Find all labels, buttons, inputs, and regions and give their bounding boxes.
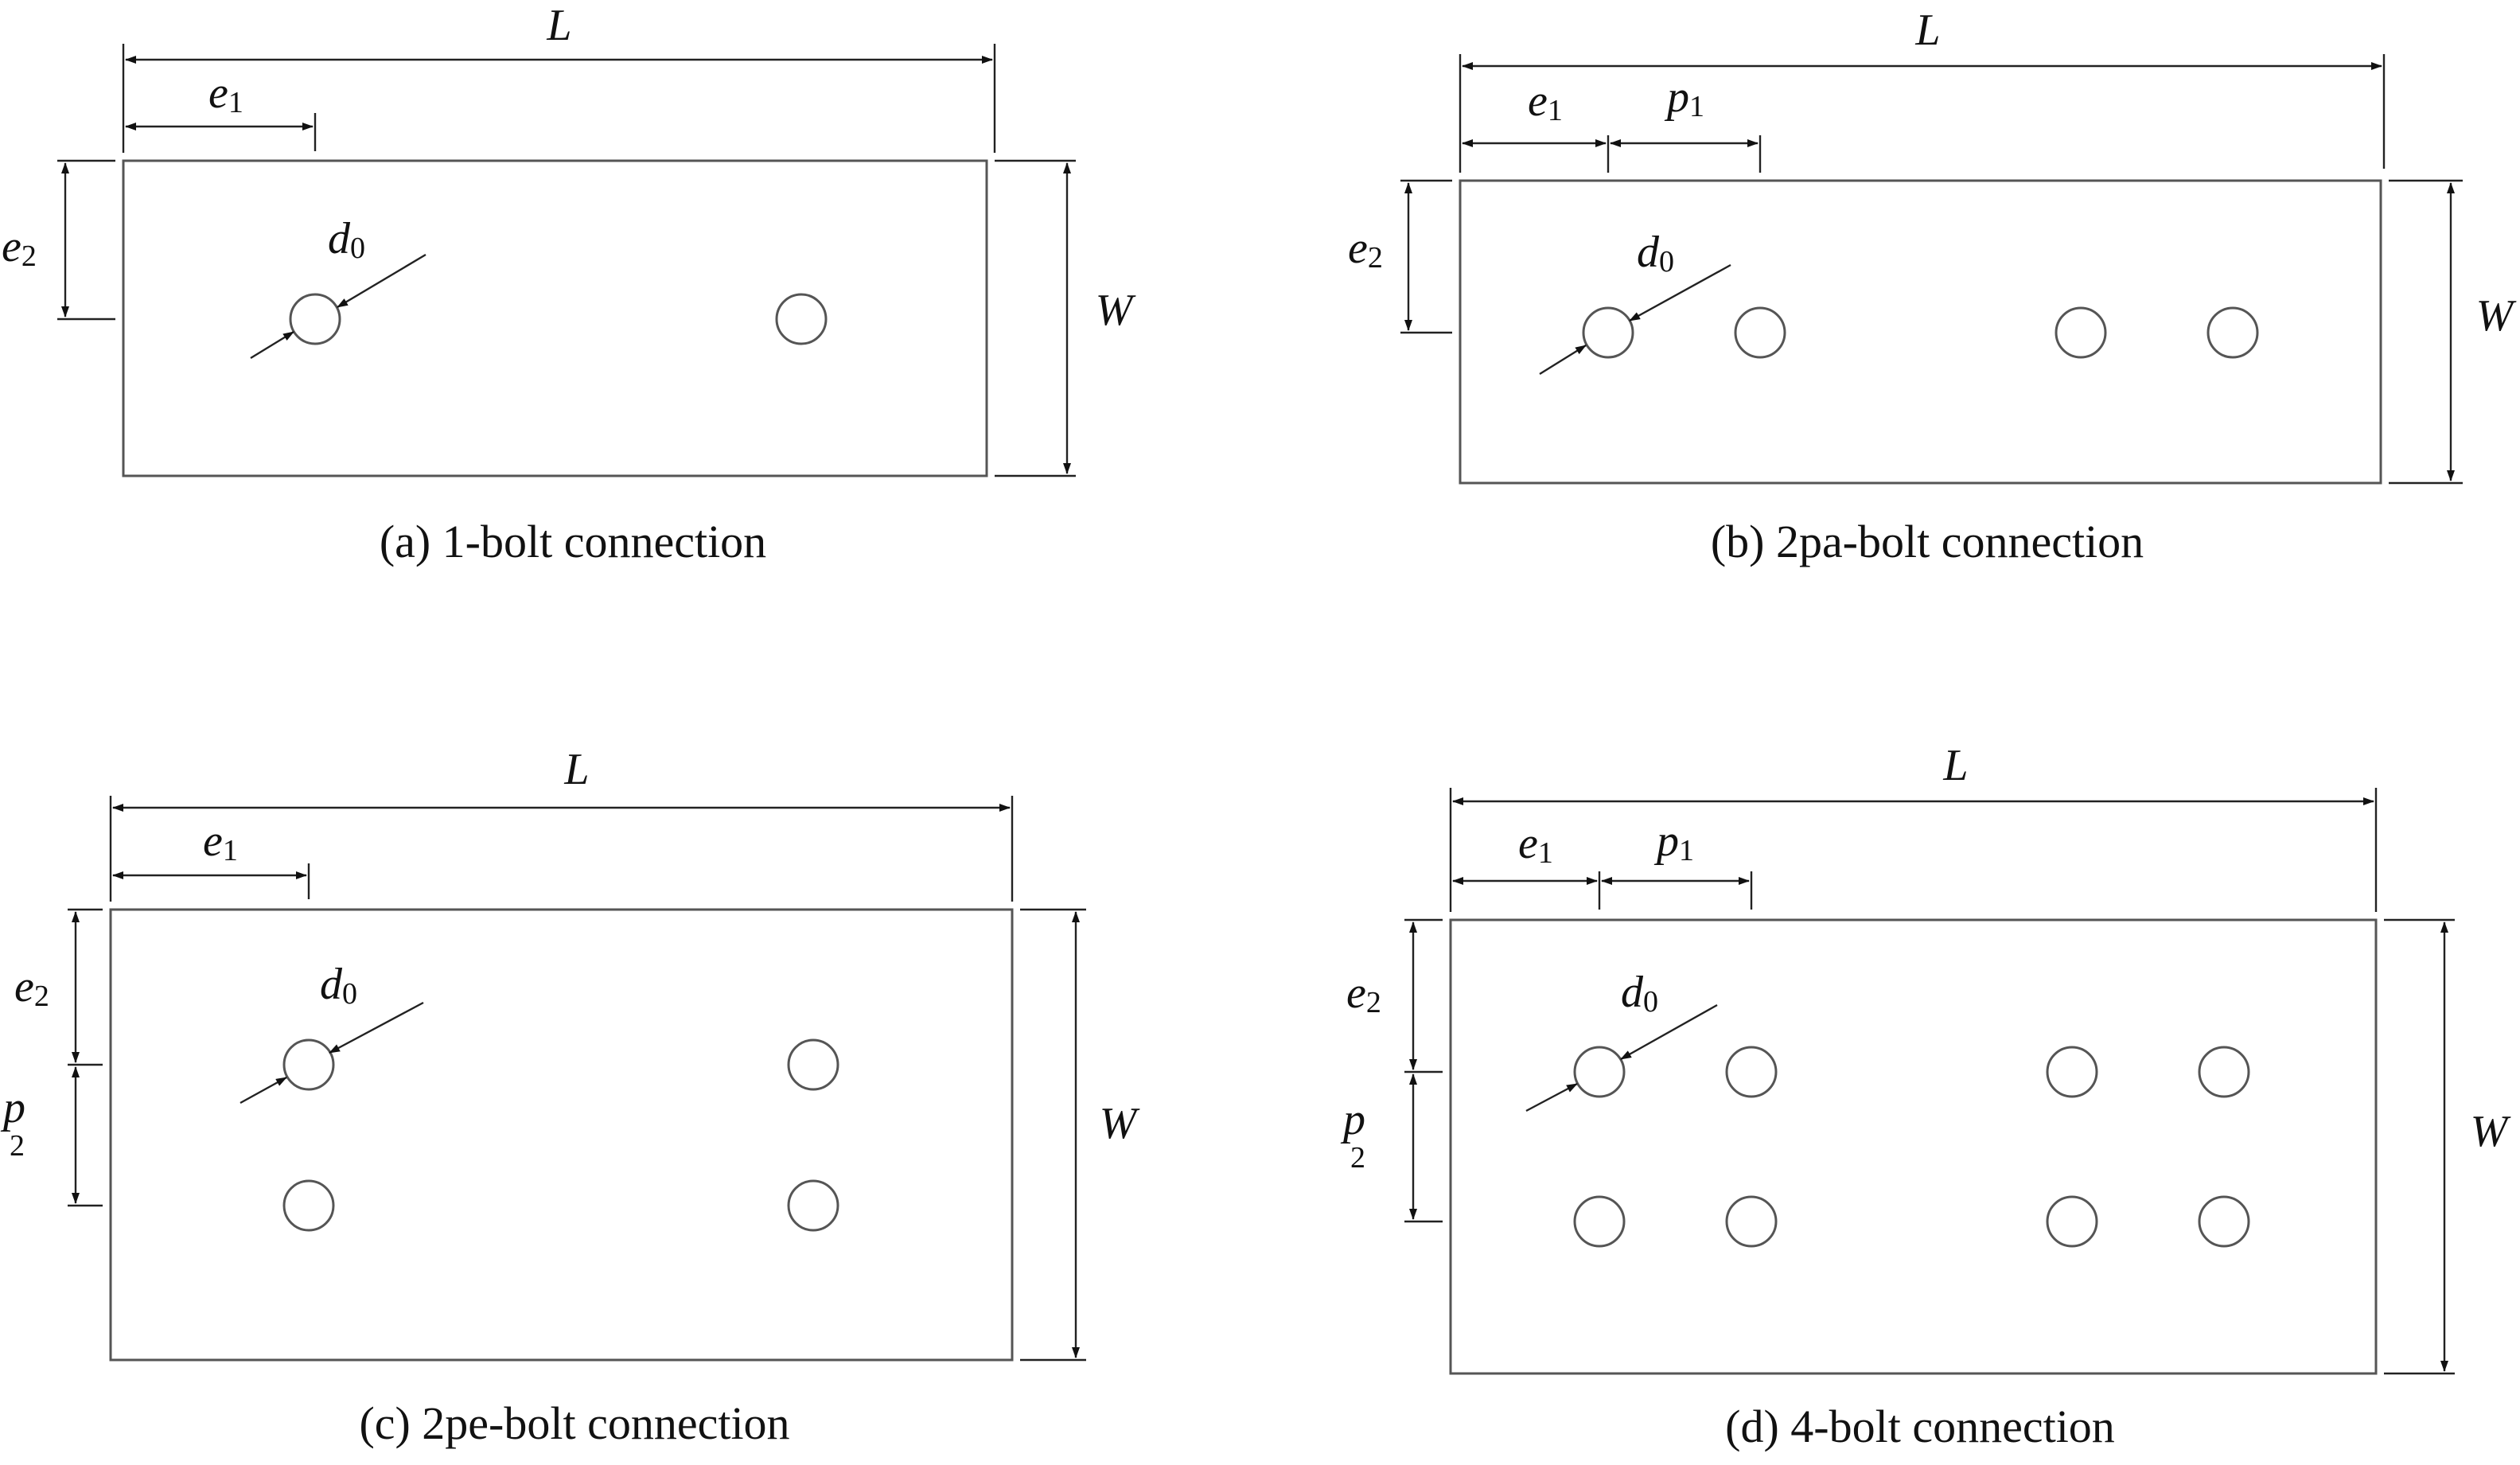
- bolt-hole: [2046, 1195, 2098, 1248]
- plate-a: [122, 159, 988, 477]
- plate-c: [109, 908, 1014, 1362]
- bolt-hole: [2055, 306, 2107, 359]
- label-e2: e2: [2, 222, 37, 273]
- label-d0: d0: [1621, 968, 1658, 1019]
- label-d0: d0: [328, 214, 365, 265]
- plate-b: [1459, 179, 2382, 485]
- label-l: L: [1914, 6, 1940, 55]
- bolt-hole: [2198, 1046, 2250, 1098]
- dimension-d0: [329, 1001, 424, 1054]
- caption-d: (d) 4-bolt connection: [1725, 1401, 2115, 1452]
- label-d0: d0: [1637, 228, 1674, 279]
- label-w: W: [1100, 1099, 1140, 1148]
- caption-c: (c) 2pe-bolt connection: [359, 1397, 789, 1449]
- panel-a: L e1 e2 d0 W (a) 1-bolt connection: [2, 1, 1136, 567]
- bolt-hole: [2198, 1195, 2250, 1248]
- bolt-hole: [2206, 306, 2259, 359]
- label-e1: e1: [1518, 819, 1553, 870]
- bolt-hole: [282, 1179, 335, 1232]
- bolt-hole: [2046, 1046, 2098, 1098]
- caption-b: (b) 2pa-bolt connection: [1711, 516, 2144, 567]
- label-p1: p1: [1664, 72, 1704, 123]
- dimension-d0: [1629, 263, 1731, 322]
- bolt-hole: [1573, 1046, 1626, 1098]
- label-l: L: [1942, 741, 1968, 790]
- bolt-hole: [1725, 1046, 1778, 1098]
- bolt-hole: [1582, 306, 1634, 359]
- bolt-hole: [1734, 306, 1786, 359]
- bolt-hole: [787, 1038, 839, 1091]
- label-w: W: [2471, 1107, 2511, 1156]
- bolt-hole: [1573, 1195, 1626, 1248]
- bolt-hole: [289, 293, 341, 345]
- label-e1: e1: [203, 816, 238, 867]
- caption-a: (a) 1-bolt connection: [380, 516, 766, 567]
- label-l: L: [546, 1, 571, 50]
- label-e2: e2: [1348, 224, 1383, 275]
- label-l: L: [563, 745, 589, 794]
- dimension-d0: [1620, 1003, 1718, 1061]
- label-w: W: [1096, 286, 1136, 335]
- label-d0: d0: [320, 960, 357, 1011]
- label-e1: e1: [1528, 76, 1563, 127]
- label-p1: p1: [1653, 816, 1694, 867]
- label-e1: e1: [208, 68, 243, 119]
- bolt-hole: [1725, 1195, 1778, 1248]
- label-e2: e2: [14, 962, 49, 1013]
- dimension-d0: [337, 253, 426, 309]
- bolt-hole: [282, 1038, 335, 1091]
- label-e2: e2: [1346, 968, 1381, 1019]
- plate-d: [1449, 918, 2378, 1375]
- bolt-hole: [775, 293, 828, 345]
- label-w: W: [2476, 291, 2517, 341]
- bolt-hole: [787, 1179, 839, 1232]
- panel-b: L e1 p1 e2 d0 W (b) 2pa-bolt connection: [1348, 6, 2517, 567]
